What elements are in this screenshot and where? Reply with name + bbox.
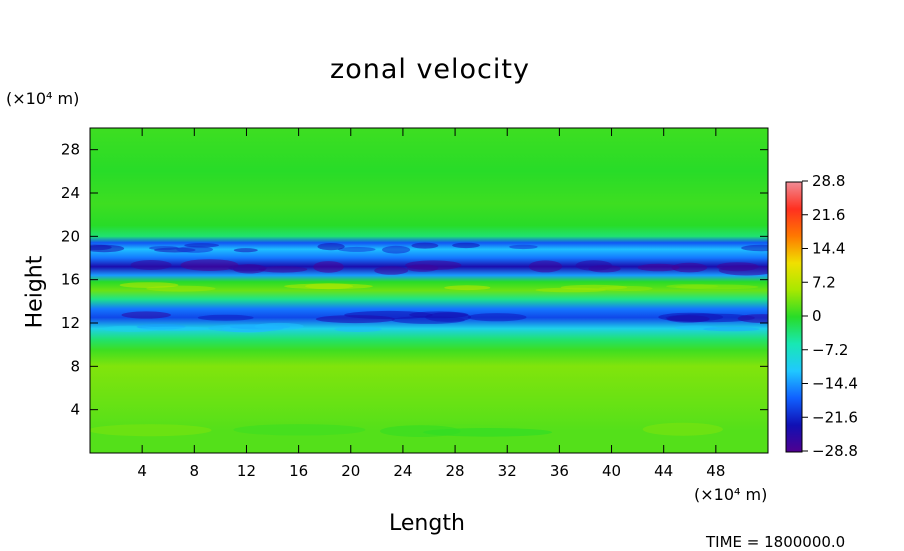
x-tick-label: 28: [446, 462, 465, 480]
field-texture-cell: [642, 422, 723, 436]
field-texture-cell: [176, 246, 214, 253]
field-texture-cell: [411, 242, 439, 249]
field-texture-cell: [666, 284, 719, 289]
field-texture-cell: [90, 244, 125, 253]
field-texture-cell: [737, 314, 768, 323]
y-axis-label: Height: [22, 255, 48, 329]
field-texture-cell: [703, 326, 760, 332]
colorbar-tick-label: 14.4: [812, 240, 845, 258]
y-tick-label: 16: [61, 271, 80, 289]
field-texture-cell: [560, 284, 628, 290]
colorbar: 28.8 21.6 14.4 7.2 0 −7.2 −14.4 −21.6 −28.8: [785, 172, 858, 460]
field-texture-cell: [509, 244, 538, 250]
field-texture-cell: [575, 260, 613, 271]
colorbar-ticks: 28.8 21.6 14.4 7.2 0 −7.2 −14.4 −21.6 −28.8: [802, 172, 858, 460]
field-texture-cell: [184, 243, 220, 248]
colorbar-tick-label: 7.2: [812, 273, 836, 291]
colorbar-tick-label: −28.8: [812, 442, 858, 460]
field-texture-cell: [382, 245, 411, 254]
colorbar-tick-label: −14.4: [812, 375, 858, 393]
x-tick-label: 4: [137, 462, 147, 480]
field-texture-cell: [121, 311, 171, 319]
x-tick-label: 44: [654, 462, 673, 480]
time-label: TIME = 1800000.0: [706, 533, 846, 551]
field-texture-cell: [374, 266, 409, 275]
x-tick-label: 32: [498, 462, 517, 480]
y-tick-label: 24: [61, 184, 80, 202]
field-texture-cell: [528, 260, 563, 273]
field-texture-cell: [130, 260, 172, 270]
colorbar-tick-label: −21.6: [812, 408, 858, 426]
field-texture: [90, 242, 768, 437]
x-tick-label: 12: [237, 462, 256, 480]
field-texture-cell: [315, 315, 395, 324]
field-texture-cell: [317, 243, 345, 251]
field-texture-cell: [208, 324, 284, 332]
chart-title: zonal velocity: [330, 54, 530, 85]
colorbar-tick-label: −7.2: [812, 341, 848, 359]
x-tick-label: 16: [289, 462, 308, 480]
field-texture-cell: [444, 285, 491, 291]
x-tick-label: 48: [706, 462, 725, 480]
field-texture-cell: [284, 283, 373, 290]
x-axis: 4 8 12 16 20 24 28 32 36 40 44 48: [137, 128, 725, 480]
field-texture-cell: [148, 246, 179, 251]
field-texture-cell: [338, 246, 376, 252]
field-texture-cell: [90, 424, 212, 437]
colorbar-tick-label: 0: [812, 307, 822, 325]
y-tick-label: 8: [70, 357, 80, 375]
field-texture-cell: [197, 314, 254, 321]
x-tick-label: 24: [393, 462, 412, 480]
velocity-field: [90, 128, 768, 453]
field-texture-cell: [258, 266, 308, 273]
field-texture-cell: [380, 425, 461, 437]
field-texture-cell: [228, 264, 267, 272]
x-axis-unit: (×10⁴ m): [694, 485, 768, 504]
x-tick-label: 36: [550, 462, 569, 480]
field-texture-cell: [139, 326, 214, 331]
colorbar-gradient-bar: [785, 181, 803, 453]
field-texture-cell: [409, 311, 469, 319]
x-tick-label: 20: [341, 462, 360, 480]
x-tick-label: 40: [602, 462, 621, 480]
field-texture-cell: [667, 315, 710, 323]
y-axis-unit: (×10⁴ m): [6, 89, 80, 108]
x-tick-label: 8: [190, 462, 200, 480]
field-texture-cell: [741, 244, 768, 252]
y-tick-label: 20: [61, 227, 80, 245]
field-texture-cell: [180, 259, 239, 271]
field-texture-cell: [718, 265, 768, 276]
field-texture-cell: [119, 282, 179, 288]
field-texture-cell: [452, 242, 480, 249]
x-axis-label: Length: [389, 511, 465, 536]
field-texture-cell: [233, 248, 258, 253]
y-tick-label: 28: [61, 141, 80, 159]
field-texture-cell: [233, 424, 366, 436]
colorbar-tick-label: 21.6: [812, 206, 845, 224]
colorbar-tick-label: 28.8: [812, 172, 845, 190]
y-axis: 4 8 12 16 20 24 28: [61, 141, 768, 419]
field-texture-cell: [405, 260, 462, 271]
field-texture-cell: [313, 261, 344, 273]
field-texture-cell: [334, 326, 382, 332]
y-tick-label: 4: [70, 401, 80, 419]
field-texture-cell: [671, 262, 708, 273]
plot-frame: [89, 127, 769, 454]
field-texture-cell: [637, 263, 680, 272]
field-texture-cell: [467, 313, 527, 322]
y-tick-label: 12: [61, 314, 80, 332]
